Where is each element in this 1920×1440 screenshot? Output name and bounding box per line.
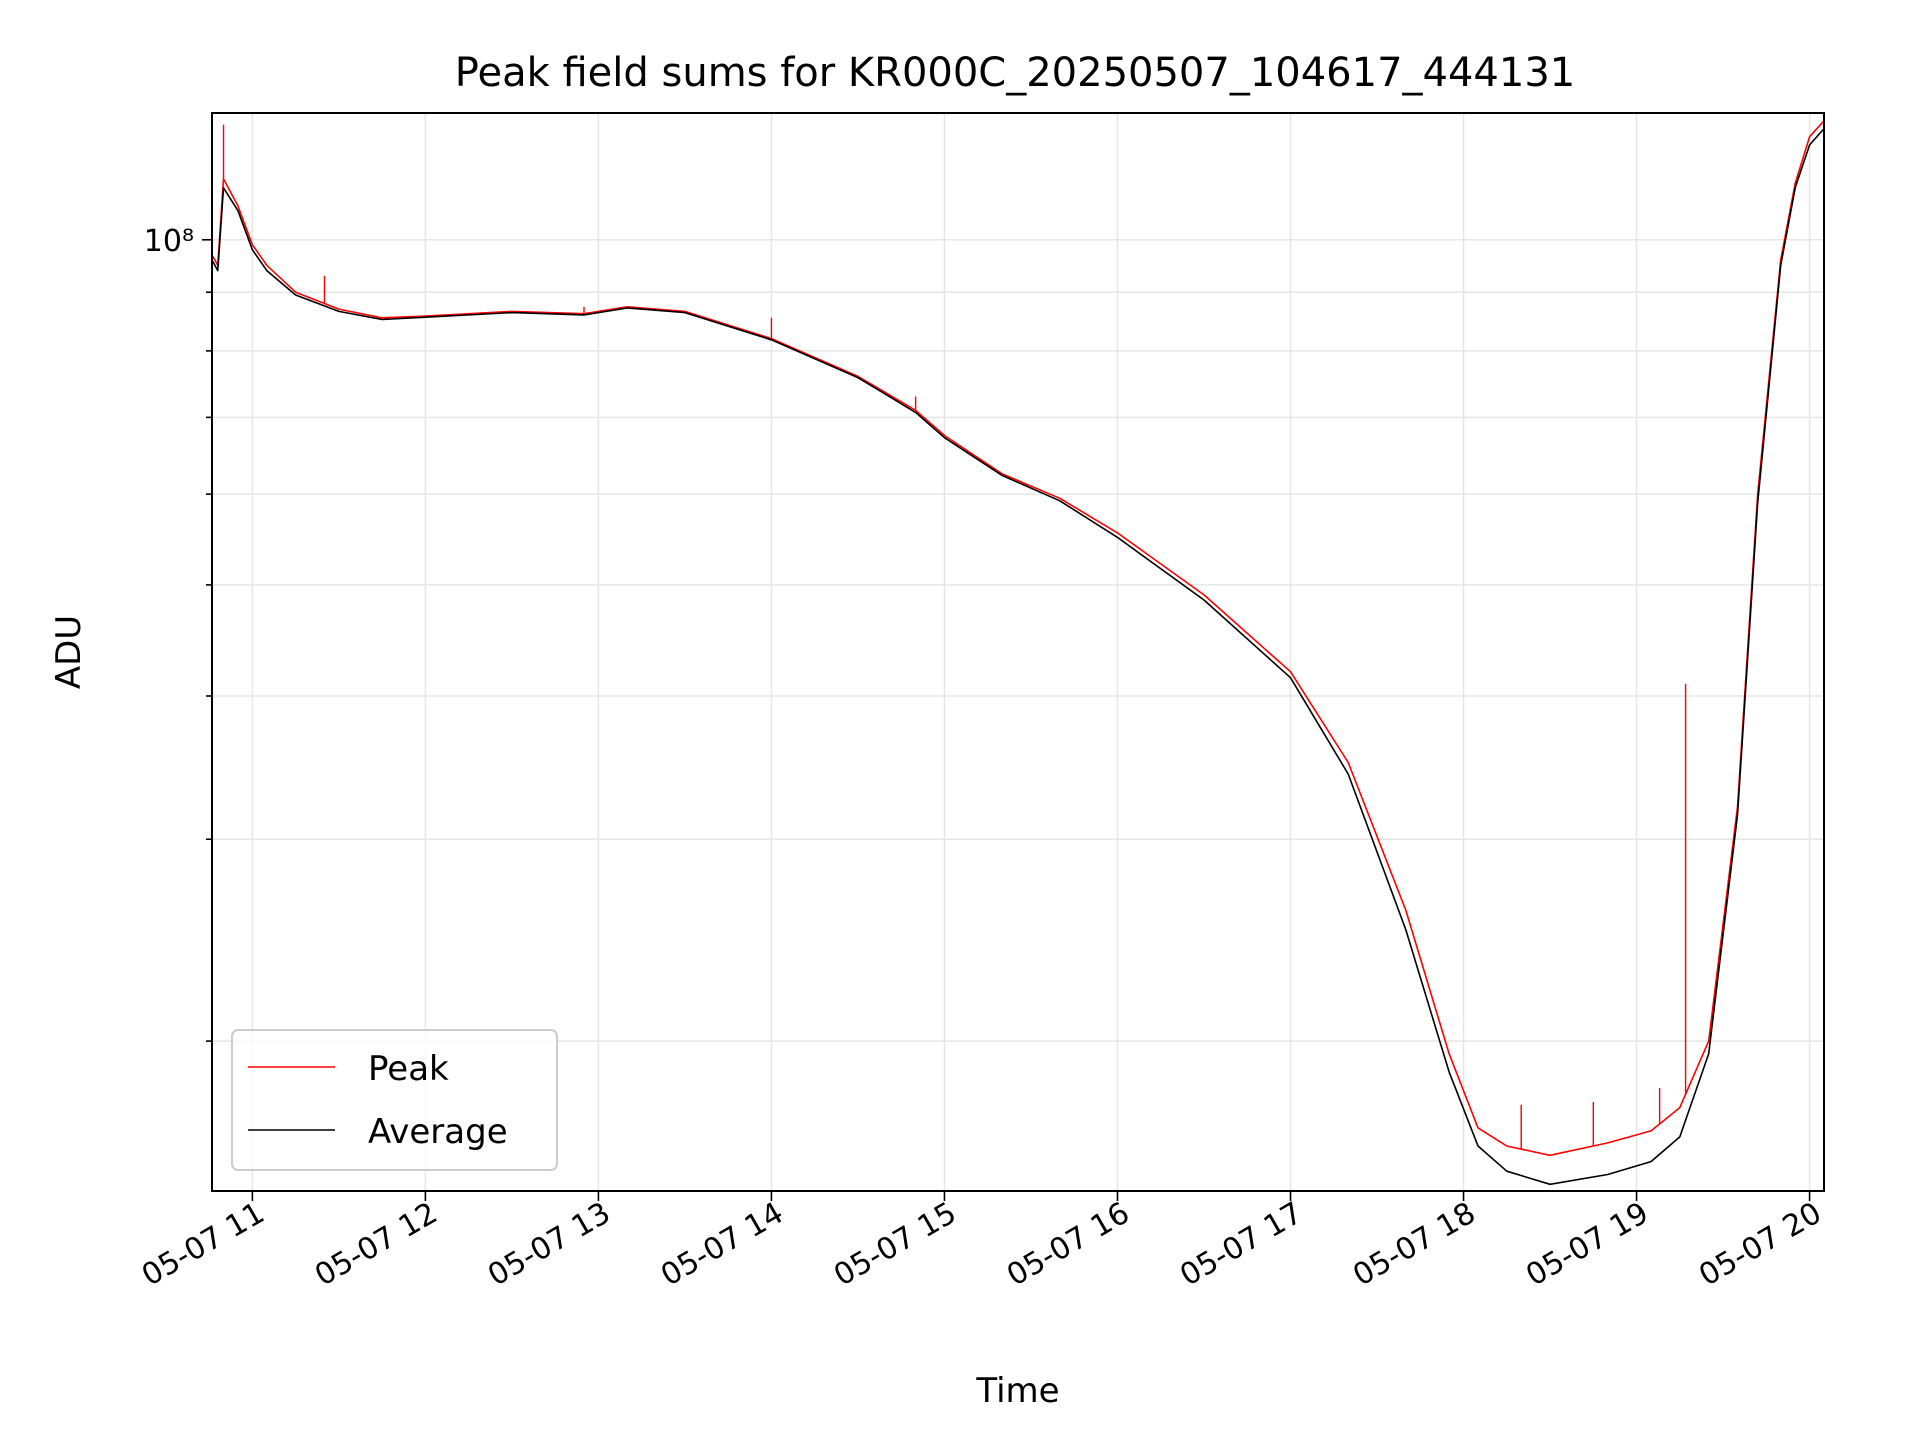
legend: Peak Average (231, 1029, 558, 1171)
series-line-average (211, 128, 1825, 1186)
y-axis-label: ADU (49, 615, 89, 689)
x-tick-label: 05-07 18 (1347, 1196, 1481, 1294)
x-tick-label: 05-07 12 (309, 1196, 443, 1294)
legend-label-peak: Peak (368, 1049, 449, 1089)
x-tick-label: 05-07 17 (1174, 1196, 1308, 1294)
x-tick-label: 05-07 16 (1001, 1196, 1135, 1294)
y-tick-label: 10⁸ (144, 224, 194, 259)
x-tick-label: 05-07 13 (482, 1196, 616, 1294)
x-tick-label: 05-07 15 (828, 1196, 962, 1294)
x-tick-label: 05-07 19 (1520, 1196, 1654, 1294)
x-axis-label: Time (975, 1371, 1059, 1411)
series-layer (211, 120, 1825, 1186)
plot-frame (211, 112, 1825, 1192)
legend-box (231, 1029, 558, 1171)
x-tick-label: 05-07 14 (655, 1196, 789, 1294)
chart-title: Peak field sums for KR000C_20250507_1046… (455, 50, 1575, 96)
y-axis-ticks: 10⁸ (144, 224, 212, 1042)
x-axis-ticks: 05-07 11 05-07 12 05-07 13 05-07 14 05-07 15… (136, 1191, 1828, 1293)
series-line-peak (211, 120, 1825, 1157)
x-tick-label: 05-07 11 (136, 1196, 270, 1294)
x-tick-label: 05-07 20 (1693, 1196, 1827, 1294)
legend-label-average: Average (368, 1112, 508, 1152)
